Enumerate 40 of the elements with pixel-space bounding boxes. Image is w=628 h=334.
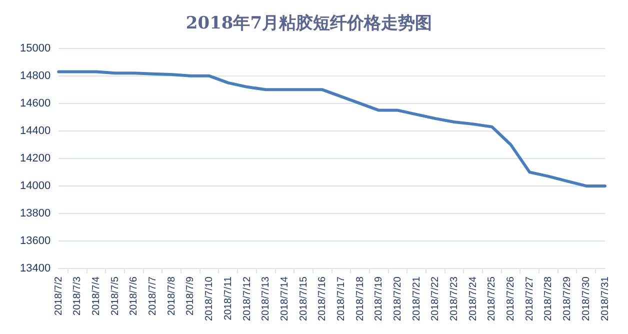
x-tick-label: 2018/7/23 — [449, 276, 460, 322]
x-tick-label: 2018/7/9 — [185, 276, 196, 316]
x-tick-label: 2018/7/27 — [524, 276, 536, 322]
x-tick-label: 2018/7/3 — [72, 276, 84, 316]
x-tick-label: 2018/7/29 — [562, 276, 574, 322]
y-tick-label: 14800 — [20, 70, 51, 82]
x-tick-label: 2018/7/16 — [317, 276, 328, 322]
x-tick-label: 2018/7/5 — [110, 276, 121, 316]
x-tick-label: 2018/7/30 — [580, 276, 592, 322]
x-tick-label: 2018/7/19 — [374, 276, 385, 322]
x-tick-label: 2018/7/10 — [204, 276, 216, 322]
y-tick-label: 13600 — [20, 235, 51, 248]
x-tick-label: 2018/7/21 — [411, 276, 422, 322]
chart-title: 2018年7月粘胶短纤价格走势图 — [186, 14, 432, 34]
x-tick-label: 2018/7/4 — [91, 276, 102, 316]
x-tick-label: 2018/7/14 — [279, 276, 290, 322]
y-tick-label: 14200 — [20, 152, 51, 164]
y-tick-label: 13800 — [20, 208, 51, 220]
x-tick-label: 2018/7/11 — [222, 276, 234, 320]
x-tick-label: 2018/7/2 — [53, 276, 64, 316]
y-tick-label: 14000 — [20, 180, 51, 192]
x-tick-label: 2018/7/31 — [600, 276, 611, 322]
x-tick-label: 2018/7/13 — [260, 276, 272, 322]
x-tick-label: 2018/7/7 — [148, 276, 159, 316]
y-tick-label: 14400 — [20, 124, 51, 137]
x-tick-label: 2018/7/8 — [166, 276, 178, 316]
y-tick-label: 13400 — [20, 262, 51, 275]
x-tick-label: 2018/7/28 — [543, 276, 554, 322]
x-tick-label: 2018/7/24 — [468, 276, 479, 322]
x-tick-label: 2018/7/12 — [242, 276, 253, 322]
x-tick-label: 2018/7/25 — [486, 276, 498, 322]
x-tick-label: 2018/7/26 — [506, 276, 517, 322]
x-tick-label: 2018/7/17 — [336, 276, 347, 322]
x-tick-label: 2018/7/6 — [128, 276, 140, 316]
y-tick-label: 14600 — [20, 97, 51, 110]
y-tick-label: 15000 — [20, 42, 51, 54]
x-tick-label: 2018/7/15 — [298, 276, 310, 322]
x-tick-label: 2018/7/20 — [392, 276, 404, 322]
x-tick-label: 2018/7/18 — [354, 276, 366, 322]
x-tick-label: 2018/7/22 — [430, 276, 442, 322]
